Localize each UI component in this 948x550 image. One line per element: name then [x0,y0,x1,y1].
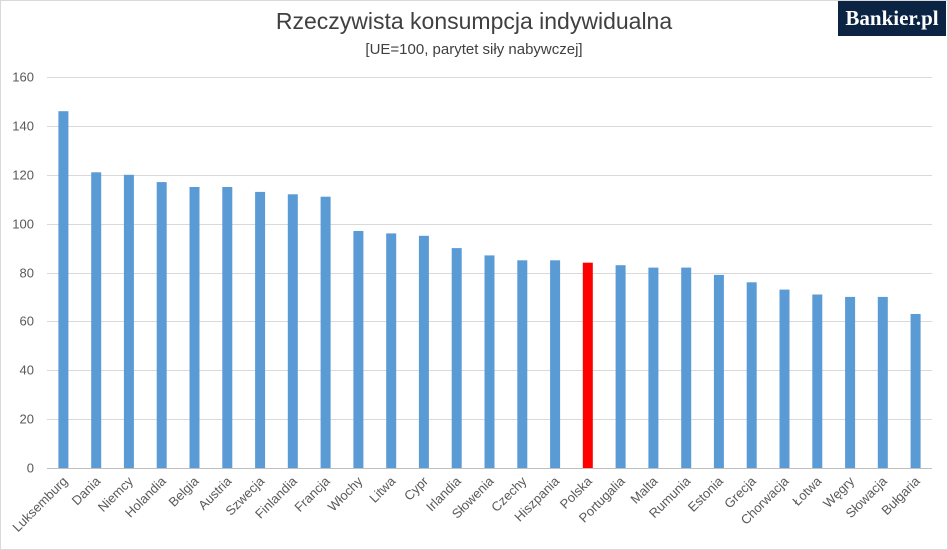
bar [517,260,528,468]
chart-subtitle: [UE=100, parytet siły nabywczej] [365,41,583,58]
bar [779,289,790,468]
bar [222,187,233,468]
y-tick-label: 120 [12,168,34,183]
y-tick-label: 100 [12,217,34,232]
x-tick-label: Luksemburg [9,474,70,535]
bar [287,194,298,469]
bar [353,231,364,468]
y-tick-label: 0 [27,461,34,476]
x-tick-label: Estonia [685,473,727,515]
x-tick-label: Łotwa [789,473,825,509]
bar [58,111,69,468]
bar [156,182,167,468]
bankier-logo: Bankier.pl [838,1,946,36]
chart-title: Rzeczywista konsumpcja indywidualna [275,8,673,34]
bar [845,296,856,468]
y-tick-label: 60 [20,314,34,329]
bar [877,296,888,468]
bar [713,274,724,468]
x-tick-label: Włochy [325,473,366,514]
bar [91,172,102,469]
bar [418,235,429,468]
y-tick-label: 80 [20,266,34,281]
y-tick-label: 160 [12,70,34,85]
bar [615,265,626,468]
y-tick-label: 140 [12,119,34,134]
bar [255,191,266,468]
bar [386,233,397,468]
bar [550,260,561,468]
bar [812,294,823,468]
bar [451,248,462,468]
bar [484,255,495,468]
x-tick-label: Litwa [366,473,399,506]
bar [320,196,331,468]
bar [746,282,757,468]
bar [189,187,200,468]
bar [582,262,593,468]
x-tick-label: Francja [291,473,333,515]
bar [681,267,692,468]
y-tick-label: 40 [20,363,34,378]
bar [910,314,921,468]
bar [123,174,134,469]
y-tick-label: 20 [20,412,34,427]
bar [648,267,659,468]
